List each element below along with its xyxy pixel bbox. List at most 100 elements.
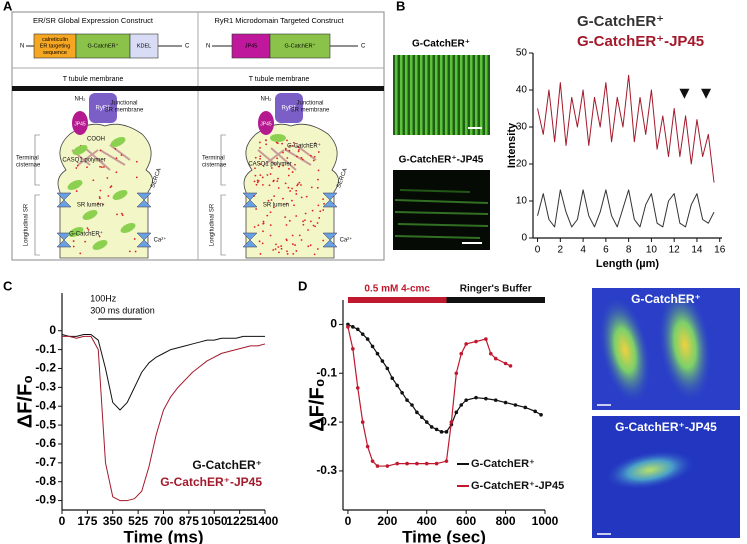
bracket (34, 134, 40, 256)
calcium-dot (304, 219, 306, 222)
x-tick-label: 8 (626, 245, 632, 256)
cell-label: NH₂ (261, 97, 273, 103)
data-point (429, 425, 434, 429)
data-point (434, 461, 439, 466)
legend-label: G-CatchER⁺ (577, 13, 664, 30)
y-tick-label: 0 (521, 233, 527, 244)
calcium-dot (120, 154, 123, 157)
serca (322, 232, 338, 248)
calcium-dot (314, 225, 316, 228)
y-axis-label: ΔF/F₀ (14, 375, 36, 428)
data-point (444, 459, 449, 463)
image-label: G-CatchER⁺ (412, 39, 470, 50)
cell-label: RyR1 (95, 106, 111, 112)
construct-label: calreticulin (42, 37, 68, 43)
jp45 (258, 111, 274, 135)
image-label: G-CatchER⁺-JP45 (399, 155, 484, 166)
calcium-dot (115, 157, 118, 160)
construct-label: G-CatchER⁺ (87, 42, 118, 49)
calcium-dot (277, 165, 280, 168)
calcium-dot (84, 240, 87, 243)
cell-label: G-CatchER⁺ (287, 143, 321, 150)
calcium-dot (317, 178, 319, 181)
casq1-polymer (257, 144, 317, 171)
cell-label: cisternae (202, 163, 227, 169)
calcium-dot (75, 190, 78, 192)
micrograph-streaks (394, 189, 489, 239)
x-tick-label: 525 (128, 514, 148, 528)
calcium-dot (262, 220, 265, 223)
calcium-dot (282, 151, 284, 154)
data-point (351, 325, 355, 329)
calcium-dot (288, 149, 291, 152)
cell-label: G-CatchER⁺ (69, 231, 103, 238)
calcium-dot (314, 142, 317, 145)
calcium-dot (284, 182, 287, 185)
calcium-dot (301, 158, 304, 161)
data-point (434, 427, 439, 432)
calcium-dot (312, 159, 315, 162)
cell-label: SR lumen (77, 203, 103, 209)
calcium-dot (302, 223, 305, 226)
series-line (347, 323, 542, 433)
calcium-dot (259, 253, 262, 255)
calcium-dot (287, 174, 290, 177)
data-point (405, 461, 409, 466)
data-point (493, 356, 498, 361)
terminus: C (361, 44, 366, 50)
x-tick-label: 16 (714, 245, 726, 256)
calcium-dot (258, 141, 261, 144)
x-tick-label: 1225 (226, 514, 253, 528)
y-tick-label: 10 (516, 196, 528, 207)
data-point (385, 366, 390, 371)
calcium-dot (259, 163, 262, 166)
data-point (370, 344, 375, 349)
cell-label: Ca²⁺ (154, 237, 167, 244)
cell-label: RyR1 (281, 106, 297, 112)
data-point (484, 337, 488, 341)
data-point (365, 337, 370, 341)
y-tick-label: -0.3 (35, 380, 56, 394)
data-point (459, 351, 464, 356)
cell-label: CASQ1 polymer (248, 162, 291, 168)
calcium-dot (298, 181, 301, 184)
bracket (220, 134, 226, 256)
treatment-bar (347, 297, 447, 303)
x-axis-label: Time (sec) (402, 527, 486, 544)
calcium-dot (300, 184, 302, 186)
calcium-dot (317, 204, 320, 207)
calcium-dot (297, 150, 300, 153)
y-tick-label: 40 (516, 85, 528, 96)
data-point (454, 410, 459, 415)
y-tick-label: -0.3 (316, 463, 337, 477)
cell-label: CASQ1 polymer (62, 158, 105, 164)
calcium-dot (72, 245, 75, 248)
calcium-dot (116, 213, 118, 216)
series-line (347, 326, 511, 467)
x-tick-label: 0 (345, 514, 352, 528)
micrograph (393, 55, 490, 135)
calcium-dot (133, 238, 136, 240)
calcium-dot (262, 222, 265, 225)
construct-label: G-CatchER⁺ (284, 42, 315, 49)
calcium-dot (304, 212, 307, 215)
data-point (533, 409, 537, 414)
x-tick-label: 0 (535, 245, 541, 256)
construct-part (231, 33, 271, 59)
calcium-dot (286, 157, 289, 159)
data-point (439, 430, 444, 434)
construct-part (33, 33, 77, 59)
calcium-dot (92, 179, 95, 182)
calcium-dot (259, 146, 261, 149)
calcium-dot (286, 253, 289, 255)
calcium-dot (285, 238, 288, 241)
y-tick-label: -0.4 (35, 398, 56, 412)
calcium-dot (272, 179, 275, 182)
y-tick-label: -0.8 (35, 474, 56, 488)
calcium-dot (255, 208, 258, 210)
y-axis-label: ΔF/F₀ (306, 378, 328, 431)
serca (56, 192, 72, 208)
calcium-dot (107, 195, 110, 197)
stimulus-label: 300 ms duration (90, 305, 155, 315)
